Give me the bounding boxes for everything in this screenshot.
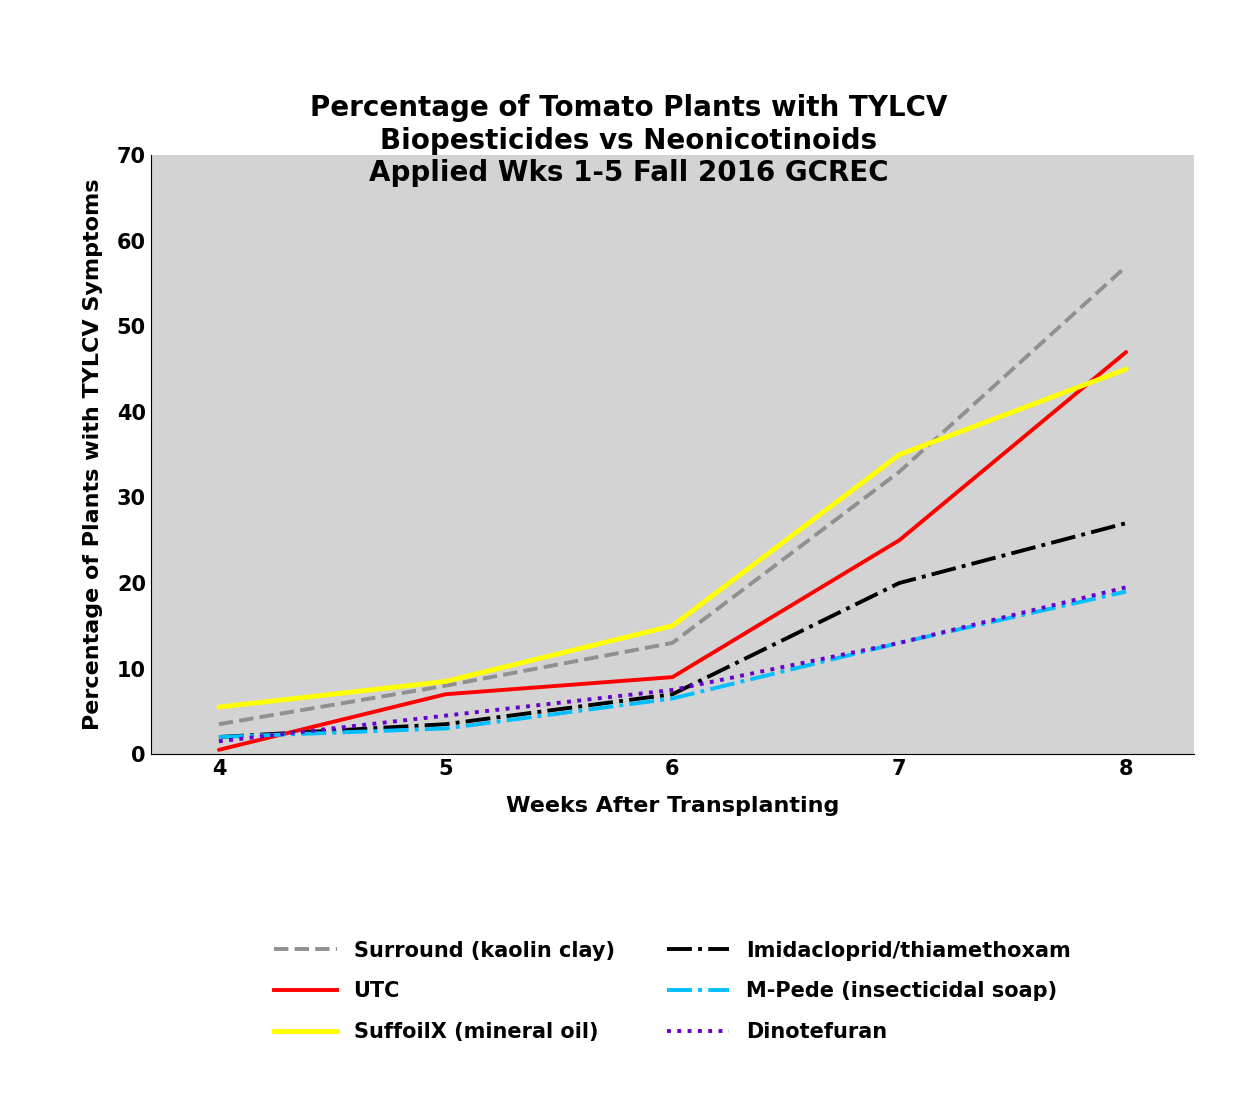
Y-axis label: Percentage of Plants with TYLCV Symptoms: Percentage of Plants with TYLCV Symptoms [83,179,103,731]
X-axis label: Weeks After Transplanting: Weeks After Transplanting [505,795,840,815]
Legend: Surround (kaolin clay), UTC, SuffoilX (mineral oil), Imidacloprid/thiamethoxam, : Surround (kaolin clay), UTC, SuffoilX (m… [266,933,1079,1050]
Text: Percentage of Tomato Plants with TYLCV
Biopesticides vs Neonicotinoids
Applied W: Percentage of Tomato Plants with TYLCV B… [309,94,948,187]
